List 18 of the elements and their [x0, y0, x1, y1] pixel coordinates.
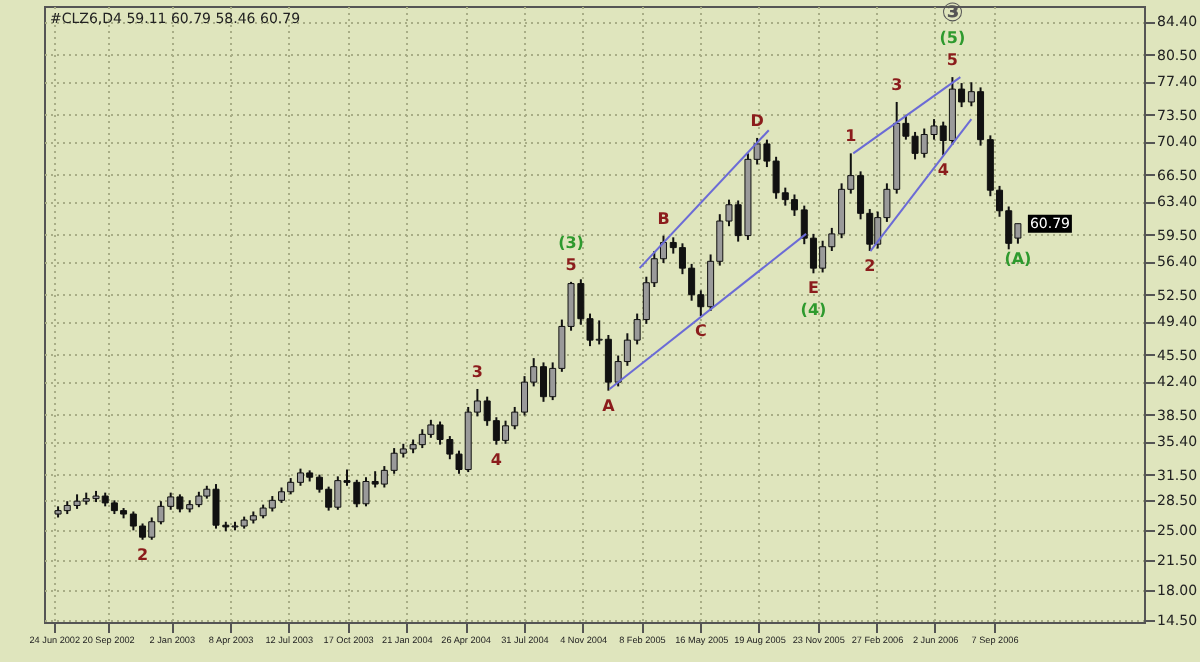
- annotation: (3): [558, 233, 584, 252]
- annotation: 4: [937, 161, 950, 180]
- annotation: 4: [490, 450, 503, 469]
- annotation: 3: [891, 75, 903, 94]
- annotation: (4): [800, 301, 827, 320]
- annotation: 5: [946, 51, 959, 70]
- annotation: 3: [471, 362, 483, 381]
- annotation: E: [807, 279, 819, 298]
- annotation: A: [602, 396, 617, 415]
- annotation: B: [657, 209, 670, 228]
- annotation: C: [694, 322, 707, 341]
- annotation: D: [750, 111, 765, 130]
- annotation: 1: [845, 127, 858, 146]
- annotation: 2: [864, 257, 876, 276]
- annotation: 2: [136, 545, 149, 564]
- annotation: 5: [565, 255, 578, 274]
- annotation: (A): [1004, 249, 1032, 268]
- annotation: (5): [939, 29, 966, 48]
